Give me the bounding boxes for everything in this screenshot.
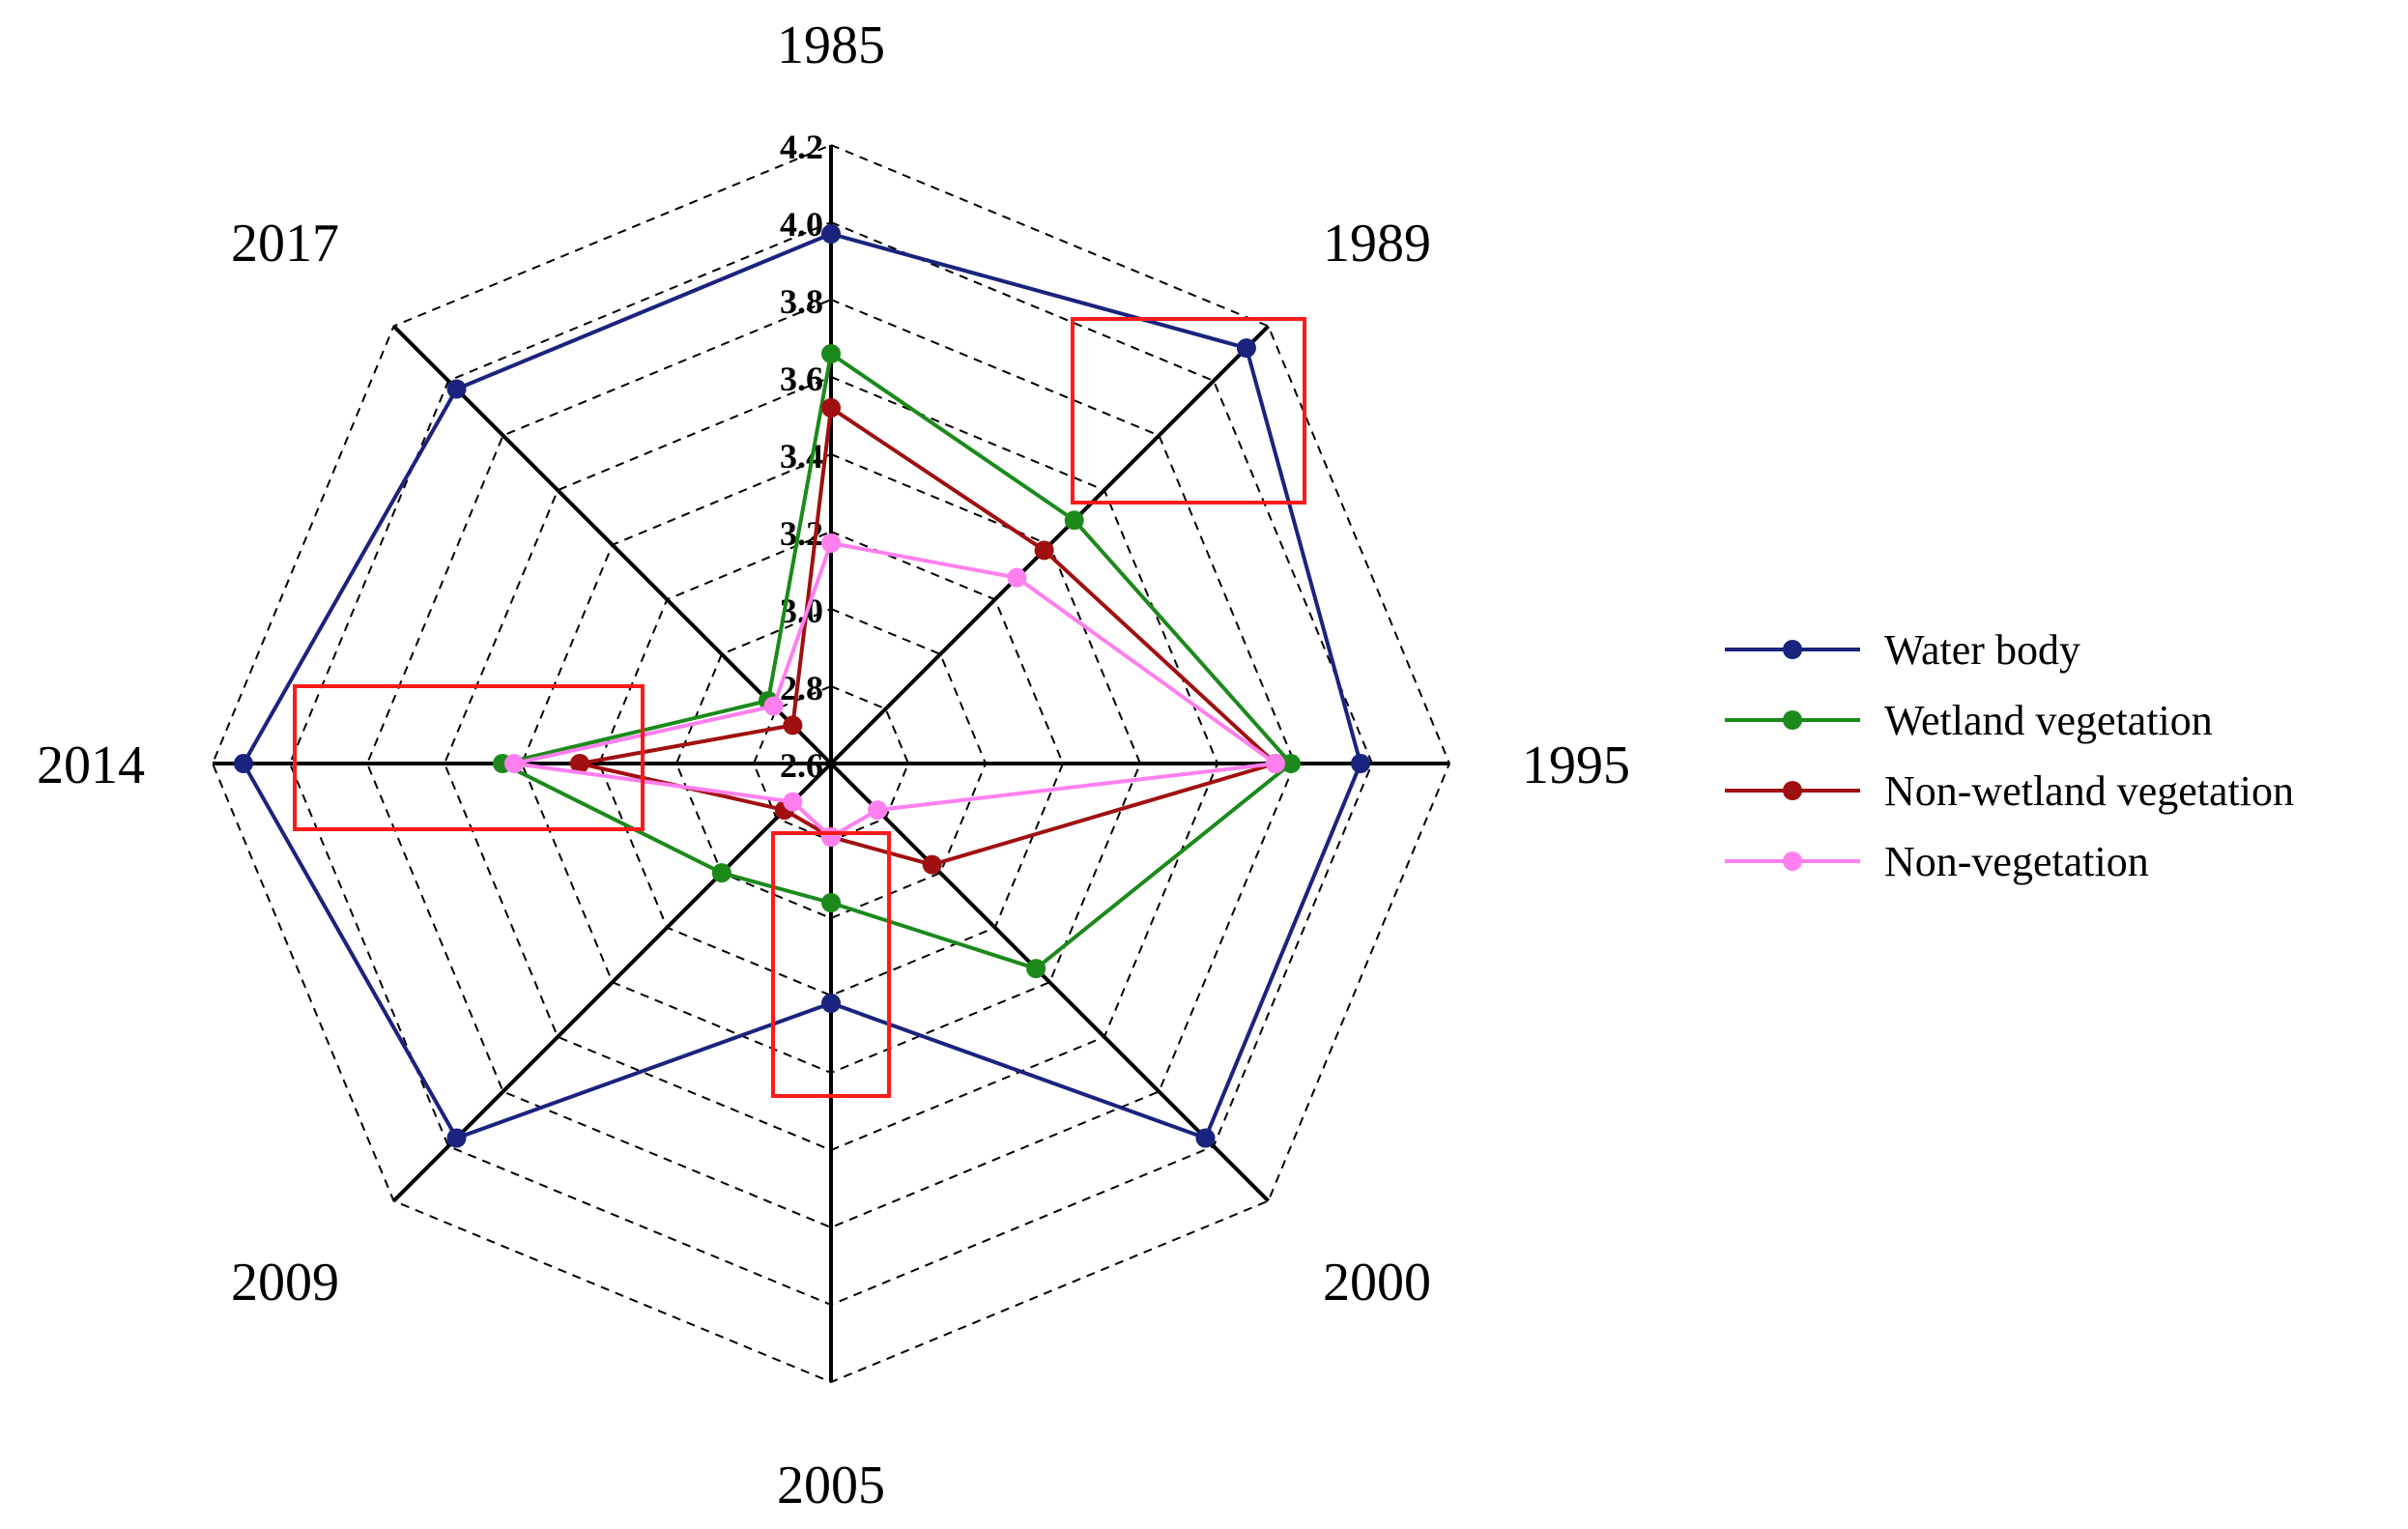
data-point-1989: [1007, 567, 1027, 588]
legend-entry: Water body: [1725, 626, 2080, 674]
data-point-1989: [1064, 510, 1084, 531]
highlight-boxes: [293, 317, 1306, 1098]
highlight-box-1989: [1071, 317, 1306, 505]
data-series: [234, 224, 1370, 1148]
data-point-1995: [1266, 754, 1285, 773]
tick-label: 3.8: [780, 282, 823, 321]
radar-tick-labels: 2.62.83.03.23.43.63.84.04.2: [780, 128, 823, 785]
series-line: [513, 540, 1281, 840]
tick-label: 2.8: [780, 669, 823, 707]
data-point-2014: [504, 754, 524, 773]
data-point-2000: [1026, 959, 1046, 979]
tick-label: 2.6: [780, 746, 823, 785]
legend-marker: [1783, 851, 1802, 871]
grid-ring: [674, 607, 988, 920]
data-point-2009: [446, 1128, 467, 1148]
data-point-2017: [446, 379, 467, 399]
highlight-box-2014: [293, 684, 645, 831]
data-point-1989: [1236, 338, 1256, 359]
series-line: [497, 350, 1294, 971]
legend-label: Non-vegetation: [1884, 838, 2149, 885]
tick-label: 4.0: [780, 205, 823, 244]
category-label-2017: 2017: [231, 214, 339, 274]
data-point-2000: [1195, 1128, 1216, 1148]
axis-line-2017: [392, 325, 833, 765]
category-label-1989: 1989: [1323, 214, 1431, 274]
tick-label: 3.6: [780, 360, 823, 398]
legend-entry: Wetland vegetation: [1725, 697, 2213, 744]
axis-line-2000: [829, 762, 1270, 1202]
legend-marker: [1783, 710, 1802, 730]
data-point-2005: [821, 893, 841, 912]
radar-axes: [213, 145, 1449, 1382]
category-label-2014: 2014: [37, 736, 145, 795]
data-point-2005: [821, 994, 841, 1013]
data-point-2017: [783, 715, 803, 736]
data-point-1989: [1034, 540, 1054, 561]
series-wetland-vegetation: [493, 344, 1301, 979]
data-point-2000: [868, 800, 888, 821]
data-point-2005: [821, 827, 841, 847]
category-label-1985: 1985: [777, 15, 885, 75]
data-point-2000: [922, 854, 942, 875]
legend-label: Water body: [1884, 626, 2080, 674]
category-label-2000: 2000: [1323, 1253, 1431, 1313]
axis-line-2009: [392, 762, 833, 1202]
category-label-2005: 2005: [777, 1456, 885, 1515]
legend-marker: [1783, 640, 1802, 659]
data-point-2014: [234, 754, 253, 773]
category-label-1995: 1995: [1522, 736, 1630, 795]
grid-ring: [597, 530, 1065, 997]
series-water-body: [234, 224, 1370, 1148]
data-point-1995: [1281, 754, 1301, 773]
data-point-1985: [821, 398, 841, 418]
data-point-2009: [711, 863, 731, 883]
legend-entry: Non-vegetation: [1725, 838, 2149, 885]
legend-label: Wetland vegetation: [1884, 697, 2213, 744]
category-labels: 1985 1989 1995 2000 2005 2009 2014 2017: [37, 15, 1630, 1515]
series-line: [579, 404, 1279, 867]
data-point-2014: [570, 754, 589, 773]
grid-ring: [365, 298, 1297, 1229]
data-point-1985: [821, 534, 841, 553]
highlight-box-2005: [771, 831, 891, 1098]
tick-label: 4.2: [780, 128, 823, 166]
category-label-2009: 2009: [231, 1253, 339, 1313]
data-point-1985: [821, 344, 841, 363]
data-point-1985: [821, 224, 841, 244]
legend-marker: [1783, 781, 1802, 800]
series-non-vegetation: [504, 534, 1285, 847]
legend-label: Non-wetland vegetation: [1884, 767, 2294, 815]
data-point-1995: [1351, 754, 1370, 773]
data-point-2009: [783, 792, 803, 812]
data-point-2017: [763, 696, 784, 716]
legend-entry: Non-wetland vegetation: [1725, 767, 2294, 815]
legend: Water body Wetland vegetation Non-wetland …: [1725, 626, 2294, 885]
